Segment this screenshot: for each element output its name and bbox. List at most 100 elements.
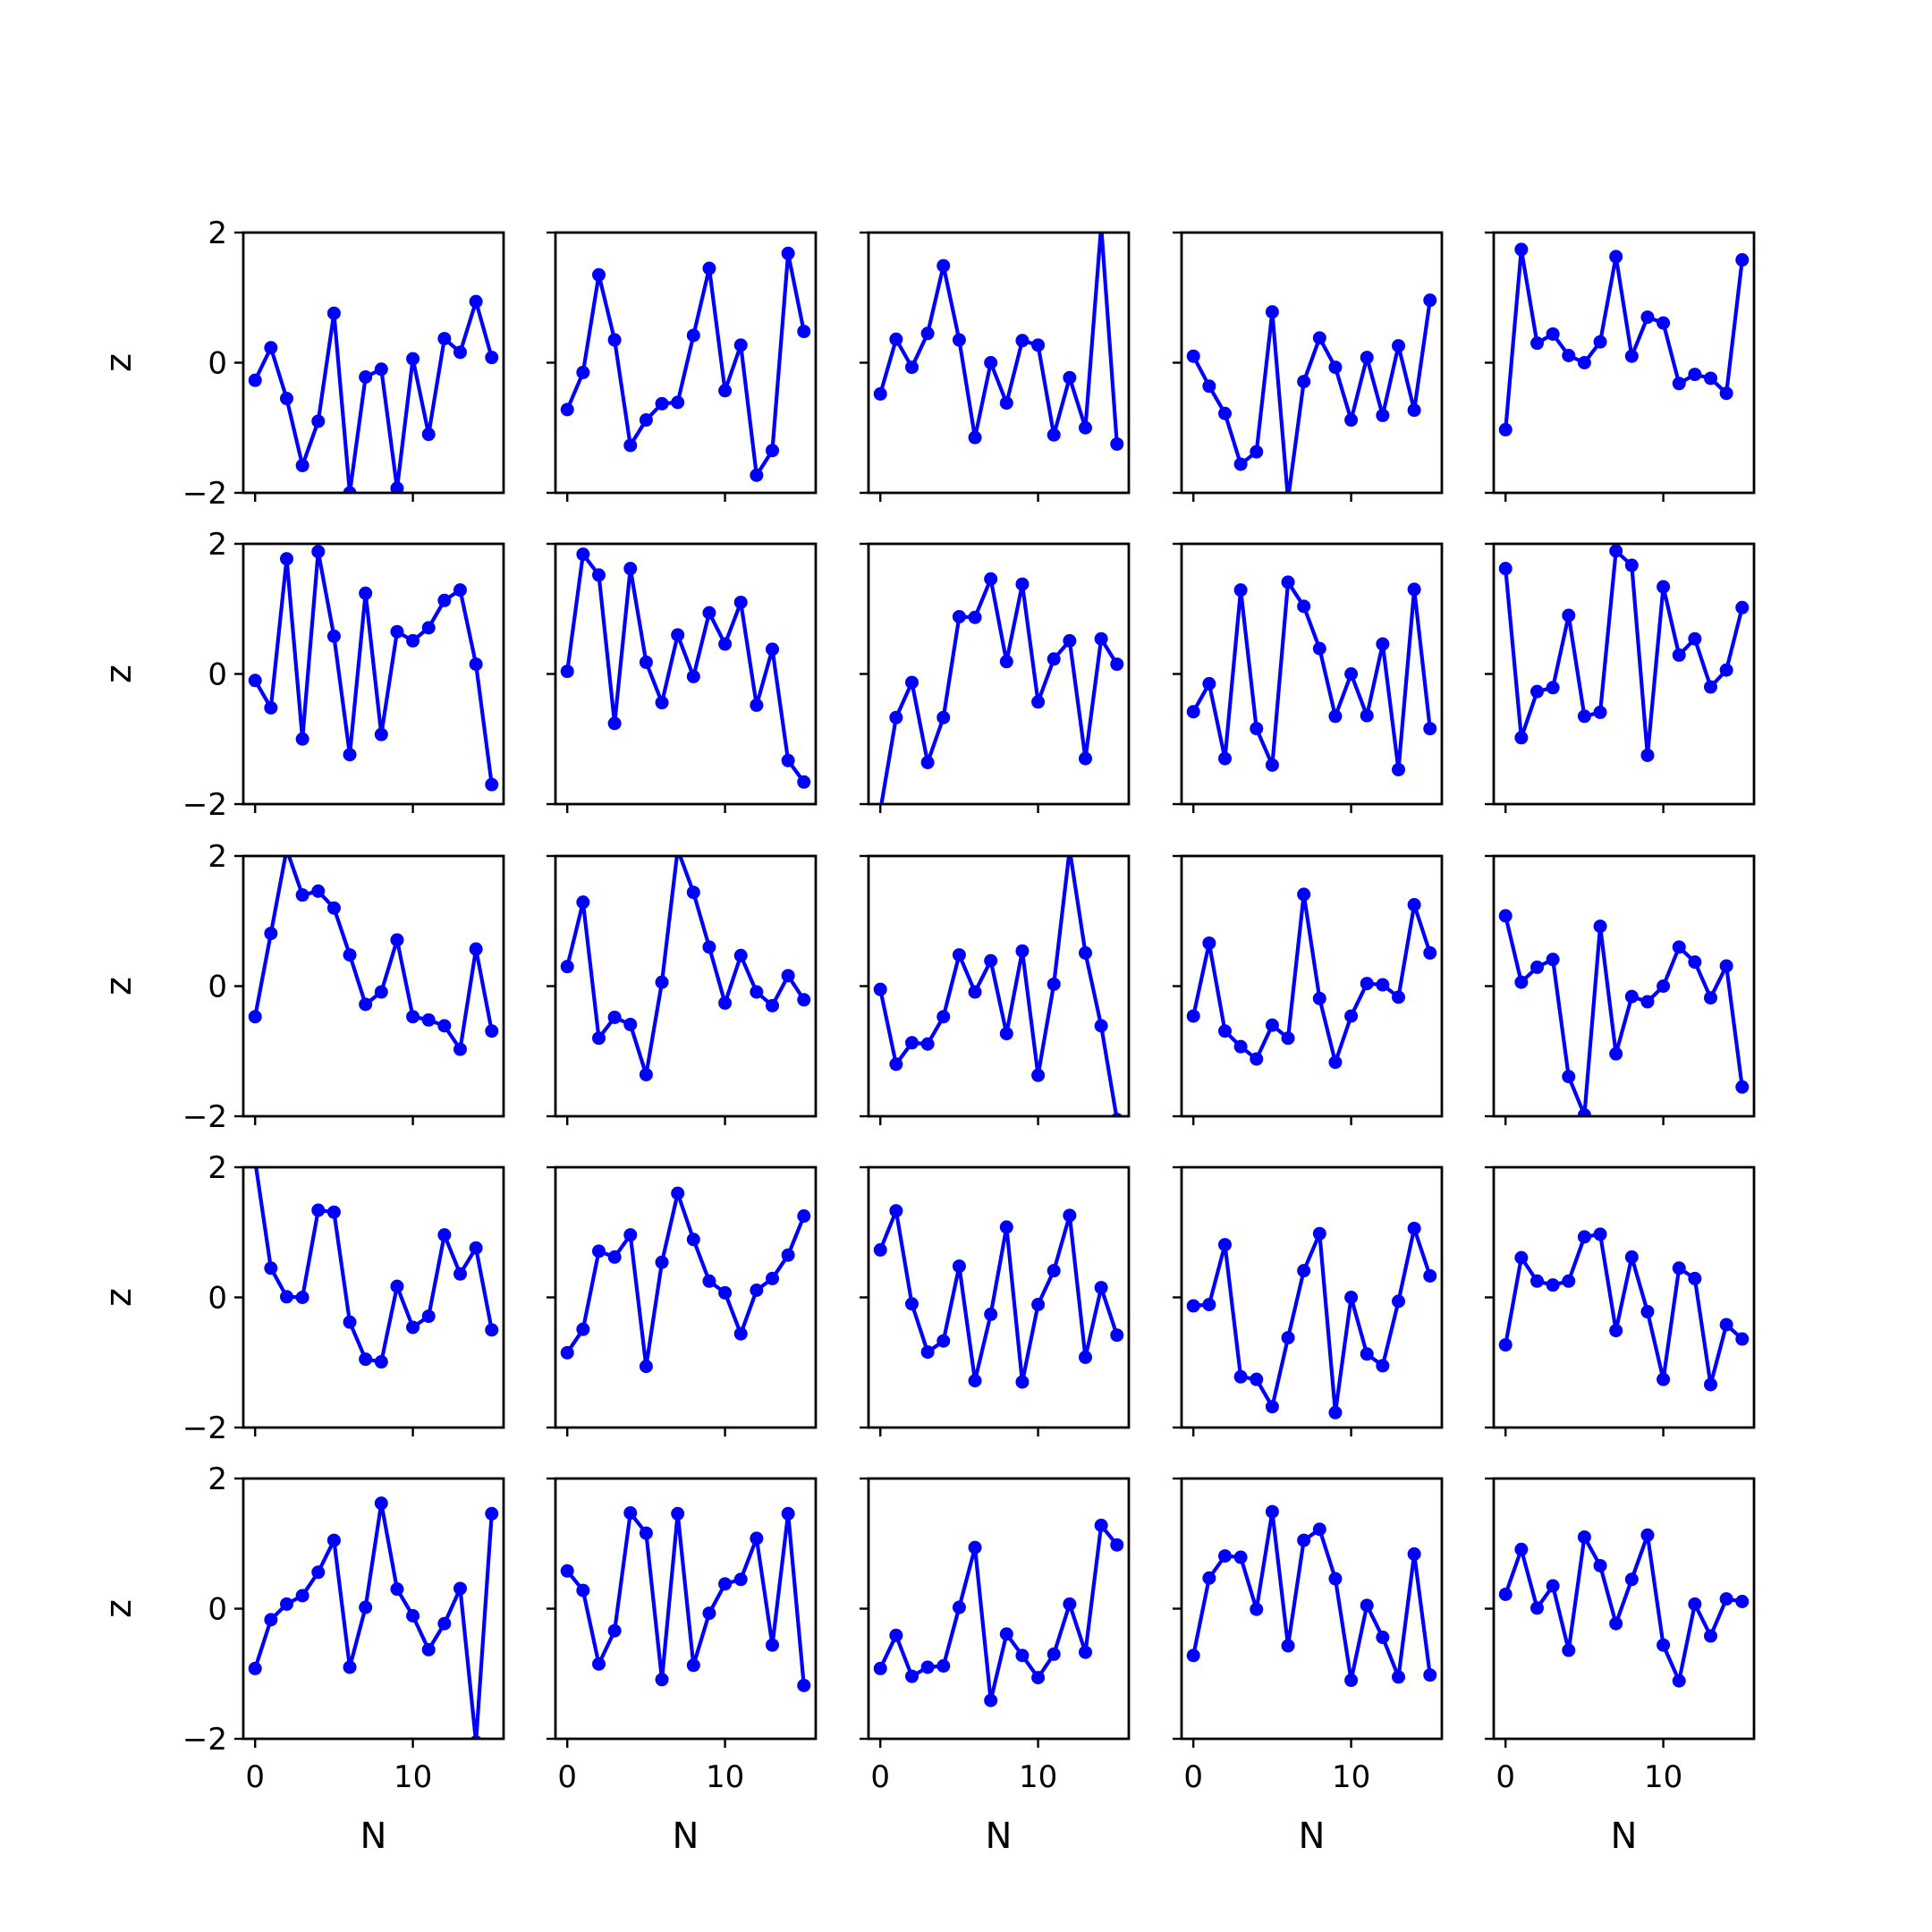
data-point [326, 1205, 341, 1219]
data-point [421, 1013, 436, 1027]
data-point [1344, 1291, 1359, 1304]
series [873, 1518, 1124, 1707]
data-point [1063, 1208, 1077, 1223]
y-tick-label: 0 [208, 346, 227, 382]
data-point [905, 1297, 919, 1311]
data-point [1079, 751, 1092, 766]
data-point [1046, 1647, 1061, 1661]
x-axis-label: N [673, 1816, 699, 1857]
data-point [1265, 305, 1279, 319]
data-point [576, 365, 590, 379]
data-point [1704, 991, 1717, 1005]
data-point [1514, 1542, 1529, 1556]
data-point [1688, 368, 1702, 382]
subplot-4-2 [547, 1165, 818, 1436]
data-point [623, 1228, 638, 1242]
subplot-3-3 [860, 854, 1131, 1125]
data-point [1719, 663, 1733, 677]
data-point [437, 1019, 452, 1033]
data-point [889, 1628, 903, 1642]
data-point [920, 1345, 935, 1360]
data-point [560, 960, 574, 974]
data-point [1250, 1372, 1264, 1386]
data-point [295, 458, 309, 472]
data-point [390, 1279, 404, 1293]
data-point [592, 1244, 606, 1258]
data-point [485, 1024, 499, 1038]
data-point [781, 753, 795, 767]
data-point [671, 395, 685, 410]
data-point [359, 1352, 373, 1367]
data-point [485, 1323, 499, 1337]
data-point [797, 325, 811, 339]
data-point [592, 267, 606, 282]
data-point [1094, 1518, 1108, 1532]
data-point [1423, 945, 1437, 960]
data-point [343, 1315, 357, 1329]
data-point [1577, 1230, 1591, 1244]
data-point [733, 948, 748, 962]
series-line [1503, 1232, 1745, 1387]
data-point [1719, 1318, 1733, 1332]
data-point [1546, 326, 1560, 341]
series [878, 572, 1124, 804]
data-point [326, 901, 341, 915]
data-point [623, 438, 638, 453]
data-point [952, 333, 966, 347]
x-tick-label: 0 [870, 1759, 890, 1795]
data-point [1186, 1009, 1200, 1023]
x-tick-label: 10 [1019, 1759, 1057, 1795]
data-point [1514, 731, 1529, 745]
data-point [920, 1037, 935, 1051]
data-point [1328, 360, 1343, 375]
data-point [1423, 722, 1437, 736]
data-point [718, 1577, 733, 1591]
y-axis-label: z [98, 977, 140, 996]
series [1186, 293, 1437, 493]
data-point [1719, 1592, 1733, 1606]
data-point [1281, 575, 1295, 589]
data-point [311, 414, 326, 428]
data-point [639, 1526, 653, 1540]
data-point [1031, 1671, 1046, 1685]
data-point [671, 1186, 685, 1200]
subplot-3-2 [547, 854, 818, 1125]
data-point [1593, 1558, 1607, 1572]
data-point [1015, 1648, 1030, 1663]
data-point [1593, 335, 1607, 349]
data-point [295, 888, 309, 902]
y-tick-label: 0 [208, 970, 227, 1005]
data-point [374, 1496, 388, 1511]
data-point [1498, 562, 1513, 576]
data-point [1672, 1674, 1686, 1688]
data-point [1392, 990, 1405, 1004]
series-line [1191, 580, 1433, 772]
series [873, 233, 1124, 451]
data-point [1407, 403, 1421, 418]
data-point [1593, 705, 1607, 719]
data-point [718, 637, 733, 651]
data-point [1297, 887, 1311, 902]
data-point [702, 606, 716, 620]
data-point [469, 657, 483, 672]
data-point [1423, 1268, 1437, 1283]
data-point [1640, 1305, 1655, 1319]
data-point [1110, 657, 1124, 672]
data-point [1407, 582, 1421, 597]
data-point [1110, 436, 1124, 451]
data-point [686, 669, 700, 683]
data-point [936, 258, 951, 273]
data-point [1079, 1350, 1092, 1364]
subplot-5-2: 0 10N [547, 1477, 818, 1857]
series-line [877, 233, 1120, 446]
series [1186, 1504, 1437, 1688]
x-tick-label: 10 [706, 1759, 744, 1795]
data-point [1079, 945, 1092, 960]
data-point [905, 1669, 919, 1683]
data-point [453, 345, 467, 360]
x-axis-label: N [986, 1816, 1013, 1857]
data-point [406, 1609, 420, 1623]
y-tick-label: −2 [182, 787, 227, 823]
data-point [889, 710, 903, 724]
series-line [877, 1523, 1120, 1703]
